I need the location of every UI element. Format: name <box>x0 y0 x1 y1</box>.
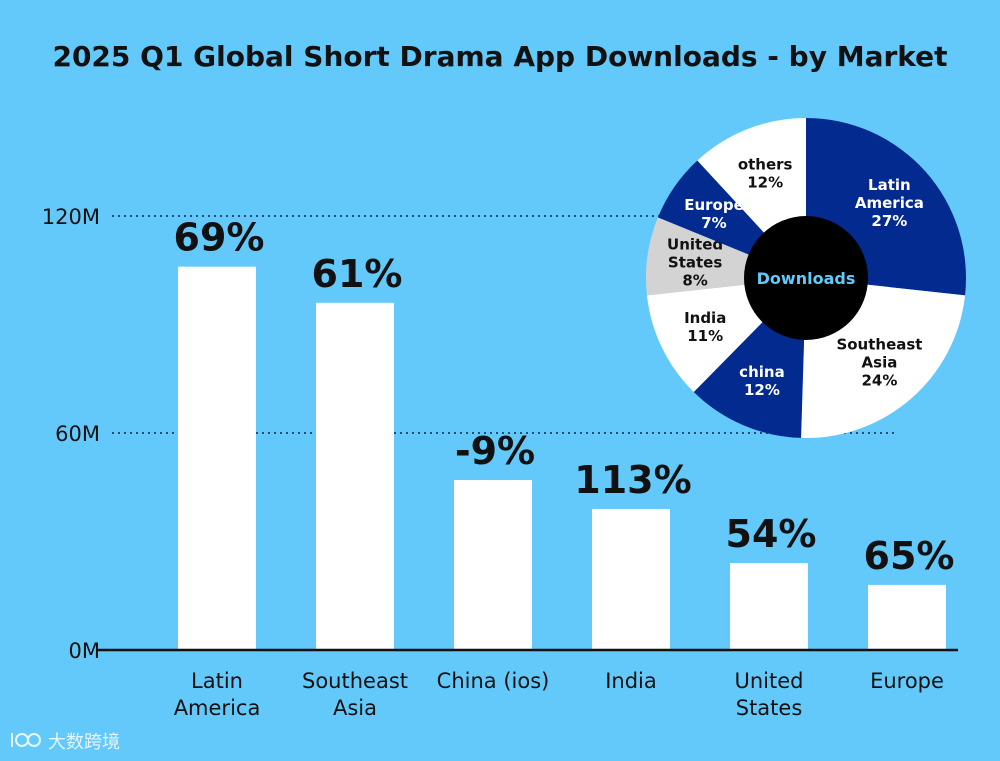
pie-slice-label: Latin <box>868 176 911 194</box>
chart-title: 2025 Q1 Global Short Drama App Downloads… <box>52 40 947 73</box>
bar <box>592 508 670 650</box>
bar <box>316 302 394 650</box>
pie-slice-label: United <box>667 235 723 253</box>
pie-slice-label: States <box>668 253 722 271</box>
bar <box>178 266 256 650</box>
growth-label: 65% <box>864 534 955 578</box>
watermark: 大数跨境 <box>11 732 120 753</box>
y-axis-ticks: 0M 60M 120M <box>42 205 100 663</box>
x-tick-label: America <box>174 696 261 720</box>
pie-slice-label: 24% <box>862 372 898 390</box>
bar <box>868 584 946 650</box>
growth-label: 54% <box>726 512 817 556</box>
growth-label: 61% <box>312 252 403 296</box>
pie-slice-label: 12% <box>744 381 780 399</box>
bar-series: 69% 61% -9% 113% 54% 65% <box>174 216 955 650</box>
y-tick-label: 120M <box>42 205 100 229</box>
pie-slice-label: Europe <box>684 196 744 214</box>
pie-slice-label: 27% <box>871 212 907 230</box>
pie-slice-label: 7% <box>701 214 726 232</box>
pie-slice-label: 11% <box>687 327 723 345</box>
pie-slice-label: Southeast <box>836 336 922 354</box>
y-tick-label: 60M <box>55 422 100 446</box>
watermark-logo-icon <box>11 733 41 747</box>
growth-label: 113% <box>574 458 691 502</box>
x-axis-labels: Latin America Southeast Asia China (ios) Indi… <box>174 669 944 720</box>
pie-slice-label: 12% <box>747 174 783 192</box>
pie-center-label: Downloads <box>757 269 856 288</box>
x-tick-label: United <box>735 669 804 693</box>
pie-chart: LatinAmerica27%SoutheastAsia24%china12%I… <box>646 118 966 438</box>
pie-slice-label: 8% <box>682 271 707 289</box>
pie-slice-label: china <box>739 363 785 381</box>
x-tick-label: Southeast <box>302 669 408 693</box>
growth-label: -9% <box>455 429 535 473</box>
bar <box>454 480 532 650</box>
x-tick-label: Asia <box>333 696 377 720</box>
watermark-text: 大数跨境 <box>48 732 120 753</box>
x-tick-label: Latin <box>191 669 243 693</box>
pie-slice-label: America <box>855 194 924 212</box>
x-tick-label: China (ios) <box>437 669 550 693</box>
pie-center-hole <box>744 216 868 340</box>
x-tick-label: India <box>605 669 657 693</box>
growth-label: 69% <box>174 216 265 260</box>
pie-slice-label: others <box>738 156 793 174</box>
bar <box>730 563 808 650</box>
pie-slice-label: India <box>684 309 726 327</box>
x-tick-label: Europe <box>870 669 944 693</box>
y-tick-label: 0M <box>69 639 100 663</box>
pie-slice-label: Asia <box>862 354 898 372</box>
x-tick-label: States <box>736 696 803 720</box>
